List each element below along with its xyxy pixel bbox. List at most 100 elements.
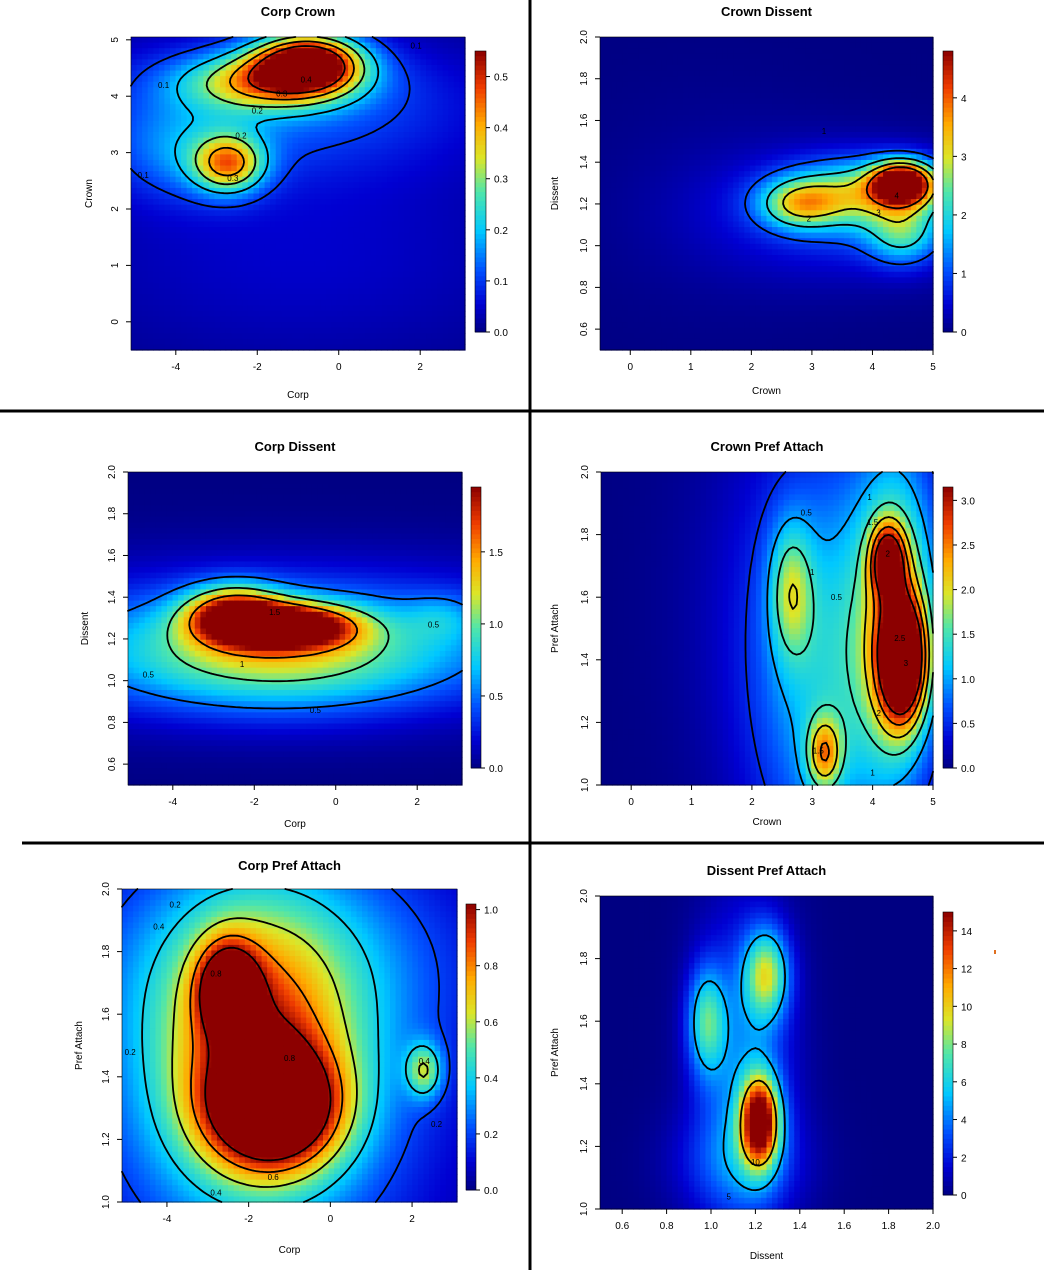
- heatmap-cell: [387, 92, 394, 100]
- heatmap-cell: [264, 232, 271, 239]
- heatmap-cell: [677, 81, 684, 88]
- heatmap-cell: [208, 227, 216, 234]
- heatmap-cell: [727, 70, 734, 77]
- heatmap-cell: [611, 215, 618, 223]
- heatmap-cell: [699, 70, 707, 77]
- heatmap-cell: [655, 316, 662, 323]
- heatmap-cell: [744, 204, 751, 211]
- heatmap-cell: [666, 87, 673, 94]
- heatmap-cell: [231, 187, 238, 195]
- heatmap-cell: [738, 37, 745, 44]
- heatmap-cell: [392, 37, 399, 44]
- heatmap-cell: [208, 249, 216, 256]
- heatmap-cell: [342, 344, 349, 351]
- heatmap-cell: [722, 165, 729, 172]
- heatmap-cell: [605, 137, 612, 144]
- heatmap-cell: [303, 187, 310, 195]
- heatmap-cell: [247, 254, 255, 262]
- heatmap-cell: [336, 238, 344, 245]
- heatmap-cell: [661, 176, 668, 183]
- heatmap-cell: [164, 48, 171, 55]
- heatmap-cell: [711, 271, 718, 278]
- heatmap-cell: [359, 215, 366, 223]
- heatmap-cell: [136, 238, 143, 245]
- heatmap-cell: [699, 327, 707, 334]
- heatmap-cell: [197, 215, 204, 223]
- heatmap-cell: [136, 215, 143, 223]
- heatmap-cell: [727, 327, 734, 334]
- heatmap-cell: [131, 137, 138, 144]
- heatmap-cell: [699, 305, 707, 312]
- heatmap-cell: [153, 254, 160, 262]
- heatmap-cell: [147, 98, 154, 105]
- heatmap-cell: [398, 115, 405, 122]
- heatmap-cell: [622, 344, 629, 351]
- heatmap-cell: [320, 260, 327, 267]
- heatmap-cell: [298, 76, 305, 83]
- heatmap-cell: [622, 232, 629, 239]
- heatmap-cell: [661, 98, 668, 105]
- heatmap-cell: [392, 64, 399, 72]
- heatmap-cell: [733, 232, 740, 239]
- heatmap-cell: [622, 316, 629, 323]
- heatmap-cell: [622, 238, 629, 245]
- heatmap-cell: [336, 137, 344, 144]
- heatmap-cell: [459, 204, 466, 211]
- heatmap-cell: [164, 294, 171, 301]
- heatmap-cell: [370, 271, 377, 278]
- heatmap-cell: [214, 187, 221, 195]
- heatmap-cell: [392, 277, 399, 284]
- heatmap-cell: [661, 120, 668, 128]
- heatmap-cell: [214, 232, 221, 239]
- heatmap-cell: [666, 92, 673, 100]
- heatmap-cell: [242, 344, 249, 351]
- heatmap-cell: [711, 333, 718, 340]
- heatmap-cell: [275, 154, 282, 161]
- heatmap-cell: [699, 316, 707, 323]
- heatmap-cell: [169, 333, 177, 340]
- heatmap-cell: [744, 199, 751, 206]
- heatmap-cell: [677, 232, 684, 239]
- heatmap-cell: [236, 327, 243, 334]
- heatmap-cell: [744, 126, 751, 133]
- heatmap-cell: [348, 210, 355, 217]
- heatmap-cell: [437, 115, 444, 122]
- heatmap-cell: [611, 249, 618, 256]
- heatmap-cell: [186, 87, 193, 94]
- heatmap-cell: [611, 120, 618, 128]
- heatmap-cell: [403, 81, 410, 88]
- heatmap-cell: [247, 210, 255, 217]
- heatmap-cell: [716, 243, 723, 250]
- heatmap-cell: [298, 221, 305, 228]
- heatmap-cell: [364, 210, 371, 217]
- heatmap-cell: [727, 59, 734, 66]
- heatmap-cell: [164, 243, 171, 250]
- heatmap-cell: [627, 316, 634, 323]
- heatmap-cell: [270, 42, 277, 49]
- heatmap-cell: [600, 92, 607, 100]
- heatmap-cell: [437, 48, 444, 55]
- heatmap-cell: [375, 81, 383, 88]
- heatmap-cell: [292, 249, 299, 256]
- heatmap-cell: [181, 37, 188, 44]
- heatmap-cell: [292, 76, 299, 83]
- heatmap-cell: [699, 53, 707, 60]
- heatmap-cell: [448, 37, 455, 44]
- heatmap-cell: [699, 115, 707, 122]
- heatmap-cell: [699, 76, 707, 83]
- heatmap-cell: [661, 159, 668, 167]
- heatmap-cell: [622, 254, 629, 262]
- heatmap-cell: [414, 137, 422, 144]
- heatmap-cell: [414, 182, 422, 189]
- heatmap-cell: [364, 271, 371, 278]
- heatmap-cell: [231, 333, 238, 340]
- heatmap-cell: [175, 260, 182, 267]
- heatmap-cell: [649, 210, 657, 217]
- heatmap-cell: [711, 87, 718, 94]
- heatmap-cell: [192, 215, 199, 223]
- heatmap-cell: [325, 282, 332, 290]
- heatmap-cell: [414, 227, 422, 234]
- heatmap-cell: [716, 338, 723, 346]
- heatmap-cell: [186, 299, 193, 306]
- heatmap-cell: [281, 187, 288, 195]
